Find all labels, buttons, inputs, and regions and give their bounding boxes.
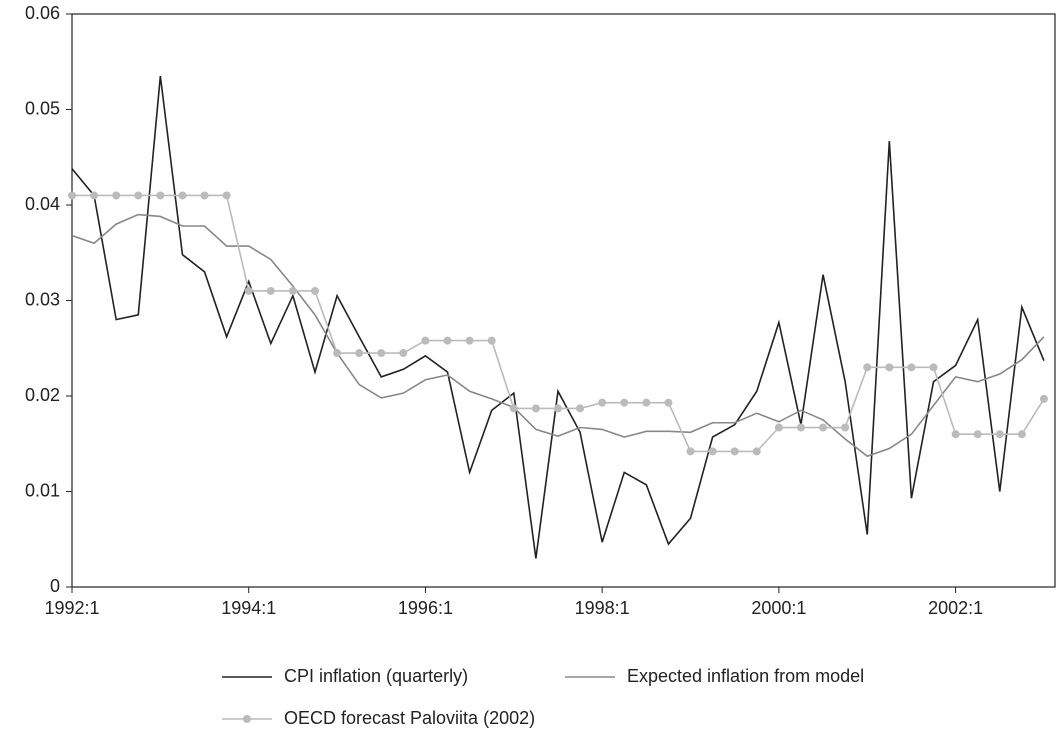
point bbox=[973, 430, 982, 439]
legend-label: Expected inflation from model bbox=[627, 666, 864, 686]
point bbox=[553, 404, 562, 413]
point bbox=[642, 398, 651, 407]
y-tick-label: 0 bbox=[50, 576, 60, 596]
point bbox=[156, 191, 165, 200]
point bbox=[487, 336, 496, 345]
legend-label: OECD forecast Paloviita (2002) bbox=[284, 708, 535, 728]
point bbox=[576, 404, 585, 413]
point bbox=[288, 286, 297, 295]
y-tick-label: 0.03 bbox=[25, 289, 60, 309]
point bbox=[796, 423, 805, 432]
point bbox=[863, 363, 872, 372]
legend-label: CPI inflation (quarterly) bbox=[284, 666, 468, 686]
point bbox=[509, 404, 518, 413]
point bbox=[686, 447, 695, 456]
point bbox=[355, 349, 364, 358]
point bbox=[399, 349, 408, 358]
series-line bbox=[72, 194, 1045, 453]
y-tick-label: 0.02 bbox=[25, 385, 60, 405]
point bbox=[377, 349, 386, 358]
point bbox=[951, 430, 960, 439]
y-tick-label: 0.01 bbox=[25, 480, 60, 500]
point bbox=[907, 363, 916, 372]
point bbox=[266, 286, 275, 295]
x-tick-label: 1998:1 bbox=[575, 598, 630, 618]
x-tick-label: 2000:1 bbox=[751, 598, 806, 618]
point bbox=[68, 191, 76, 200]
point bbox=[708, 447, 717, 456]
point bbox=[244, 286, 253, 295]
point bbox=[620, 398, 629, 407]
x-tick-label: 1996:1 bbox=[398, 598, 453, 618]
point bbox=[598, 398, 607, 407]
point bbox=[995, 430, 1004, 439]
point bbox=[333, 349, 342, 358]
series-line bbox=[71, 213, 1045, 458]
y-tick-label: 0.06 bbox=[25, 3, 60, 23]
point bbox=[885, 363, 894, 372]
point bbox=[90, 191, 99, 200]
point bbox=[929, 363, 938, 372]
y-tick-label: 0.05 bbox=[25, 98, 60, 118]
point bbox=[752, 447, 761, 456]
point bbox=[443, 336, 452, 345]
point bbox=[531, 404, 540, 413]
point bbox=[819, 423, 828, 432]
point bbox=[310, 286, 319, 295]
series-line bbox=[71, 75, 1045, 559]
x-tick-label: 1992:1 bbox=[44, 598, 99, 618]
point bbox=[664, 398, 673, 407]
legend-marker bbox=[243, 715, 251, 723]
point bbox=[112, 191, 121, 200]
point bbox=[465, 336, 474, 345]
point bbox=[841, 423, 850, 432]
point bbox=[178, 191, 187, 200]
x-tick-label: 1994:1 bbox=[221, 598, 276, 618]
point bbox=[222, 191, 231, 200]
y-tick-label: 0.04 bbox=[25, 194, 60, 214]
point bbox=[421, 336, 430, 345]
point bbox=[200, 191, 209, 200]
plot-frame bbox=[71, 13, 1056, 588]
x-tick-label: 2002:1 bbox=[928, 598, 983, 618]
point bbox=[730, 447, 739, 456]
point bbox=[1017, 430, 1026, 439]
point bbox=[774, 423, 783, 432]
point bbox=[134, 191, 143, 200]
point bbox=[1039, 394, 1048, 403]
